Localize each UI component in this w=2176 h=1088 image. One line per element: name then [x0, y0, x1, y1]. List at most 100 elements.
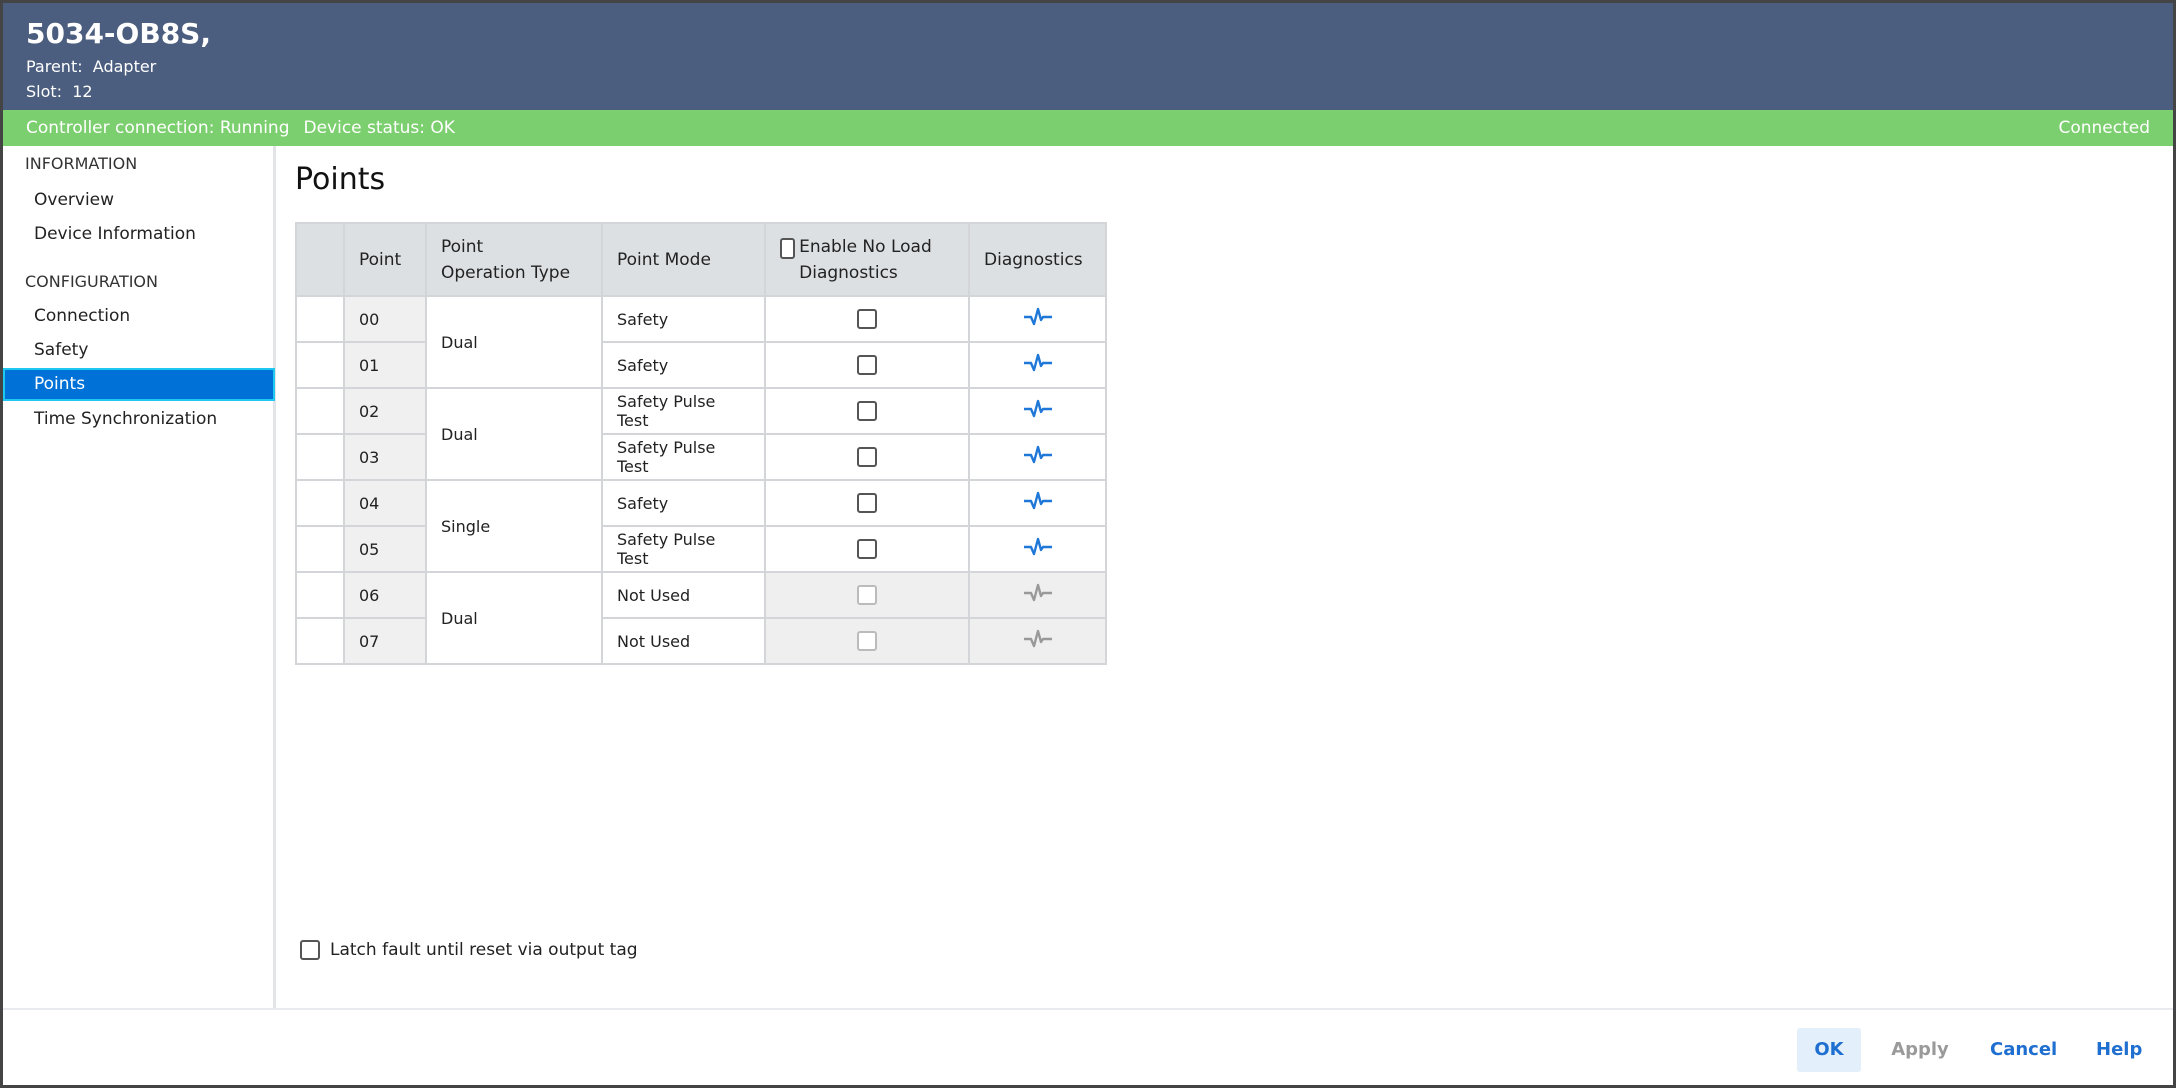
no-load-checkbox[interactable]: [857, 401, 877, 422]
help-button[interactable]: Help: [2096, 1039, 2143, 1060]
sidebar: INFORMATION Overview Device Information …: [0, 146, 276, 1010]
point-mode-cell[interactable]: Safety Pulse Test: [601, 525, 766, 573]
point-mode-cell[interactable]: Not Used: [601, 617, 766, 665]
status-bar: Controller connection: Running Device st…: [0, 110, 2176, 146]
operation-type-cell[interactable]: Single: [425, 479, 603, 573]
controller-connection-status: Controller connection: Running: [26, 118, 290, 138]
latch-fault-checkbox[interactable]: [300, 940, 320, 960]
diagnostics-cell: [968, 387, 1107, 435]
sidebar-section-configuration: CONFIGURATION: [25, 272, 158, 291]
pulse-waveform-icon[interactable]: [1023, 490, 1053, 512]
points-table: Point Point Operation Type Point Mode En…: [295, 222, 1107, 665]
apply-button[interactable]: Apply: [1891, 1039, 1949, 1060]
column-header-blank: [295, 222, 345, 297]
device-title: 5034-OB8S,: [26, 17, 211, 50]
diagnostics-cell: [968, 525, 1107, 573]
no-load-cell: [764, 387, 970, 435]
latch-fault-option[interactable]: Latch fault until reset via output tag: [300, 940, 638, 960]
column-header-point: Point: [343, 222, 427, 297]
no-load-checkbox: [857, 631, 877, 652]
sidebar-section-information: INFORMATION: [25, 154, 138, 173]
pulse-waveform-icon[interactable]: [1023, 444, 1053, 466]
pulse-waveform-icon: [1023, 629, 1052, 648]
sidebar-item-points[interactable]: Points: [3, 368, 275, 401]
row-selector[interactable]: [295, 525, 345, 573]
point-mode-cell[interactable]: Safety: [601, 479, 766, 527]
table-row: 05 Safety Pulse Test: [295, 525, 1107, 573]
sidebar-item-time-synchronization[interactable]: Time Synchronization: [34, 409, 218, 429]
no-load-cell: [764, 571, 970, 619]
diagnostics-cell: [968, 341, 1107, 389]
table-row: 00 Dual Safety: [295, 295, 1107, 389]
row-selector[interactable]: [295, 479, 345, 527]
latch-fault-label: Latch fault until reset via output tag: [330, 940, 638, 960]
table-row: 06 Dual Not Used: [295, 571, 1107, 665]
operation-type-cell[interactable]: Dual: [425, 295, 603, 389]
point-cell: 01: [343, 341, 427, 389]
point-cell: 04: [343, 479, 427, 527]
footer-divider: [3, 1008, 2173, 1010]
no-load-cell: [764, 617, 970, 665]
no-load-checkbox[interactable]: [857, 447, 877, 468]
diagnostics-cell: [968, 295, 1107, 343]
no-load-cell: [764, 479, 970, 527]
no-load-checkbox: [857, 585, 877, 606]
operation-type-cell[interactable]: Dual: [425, 571, 603, 665]
no-load-cell: [764, 295, 970, 343]
sidebar-item-device-information[interactable]: Device Information: [34, 224, 196, 244]
ok-button[interactable]: OK: [1797, 1028, 1861, 1072]
point-mode-cell[interactable]: Safety: [601, 295, 766, 343]
slot-label: Slot:: [26, 82, 63, 101]
point-mode-cell[interactable]: Not Used: [601, 571, 766, 619]
parent-label: Parent:: [26, 57, 83, 76]
no-load-checkbox[interactable]: [857, 493, 877, 514]
point-cell: 07: [343, 617, 427, 665]
diagnostics-cell: [968, 571, 1107, 619]
diagnostics-cell: [968, 433, 1107, 481]
no-load-checkbox[interactable]: [857, 539, 877, 560]
point-cell: 06: [343, 571, 427, 619]
row-selector[interactable]: [295, 571, 345, 619]
row-selector[interactable]: [295, 617, 345, 665]
point-mode-cell[interactable]: Safety Pulse Test: [601, 433, 766, 481]
pulse-waveform-icon[interactable]: [1023, 306, 1053, 328]
column-header-operation-type: Point Operation Type: [425, 222, 603, 297]
sidebar-item-safety[interactable]: Safety: [34, 340, 89, 360]
sidebar-item-connection[interactable]: Connection: [34, 306, 131, 326]
point-cell: 02: [343, 387, 427, 435]
table-row: 02 Dual Safety Pulse Test: [295, 387, 1107, 481]
point-mode-cell[interactable]: Safety Pulse Test: [601, 387, 766, 435]
device-status: Device status: OK: [303, 118, 455, 138]
no-load-checkbox[interactable]: [857, 309, 877, 330]
pulse-waveform-icon: [1023, 583, 1052, 602]
point-cell: 05: [343, 525, 427, 573]
parent-value: Adapter: [92, 57, 157, 76]
column-header-point-mode: Point Mode: [601, 222, 766, 297]
operation-type-cell[interactable]: Dual: [425, 387, 603, 481]
column-header-diagnostics: Diagnostics: [968, 222, 1107, 297]
diagnostics-cell: [968, 617, 1107, 665]
diagnostics-cell: [968, 479, 1107, 527]
enable-no-load-label: Enable No Load Diagnostics: [799, 236, 932, 283]
point-cell: 00: [343, 295, 427, 343]
row-selector[interactable]: [295, 387, 345, 435]
device-header: 5034-OB8S, Parent: Adapter Slot: 12: [0, 0, 2176, 110]
table-row: 04 Single Safety: [295, 479, 1107, 573]
pulse-waveform-icon[interactable]: [1023, 398, 1053, 420]
row-selector[interactable]: [295, 295, 345, 343]
row-selector[interactable]: [295, 341, 345, 389]
table-row: 03 Safety Pulse Test: [295, 433, 1107, 481]
pulse-waveform-icon[interactable]: [1023, 536, 1053, 558]
point-mode-cell[interactable]: Safety: [601, 341, 766, 389]
pulse-waveform-icon[interactable]: [1023, 352, 1053, 374]
enable-no-load-all-checkbox[interactable]: [780, 237, 796, 259]
cancel-button[interactable]: Cancel: [1990, 1039, 2058, 1060]
no-load-checkbox[interactable]: [857, 355, 877, 376]
no-load-cell: [764, 525, 970, 573]
page-title: Points: [295, 162, 386, 197]
sidebar-item-overview[interactable]: Overview: [34, 190, 115, 210]
no-load-cell: [764, 433, 970, 481]
point-cell: 03: [343, 433, 427, 481]
row-selector[interactable]: [295, 433, 345, 481]
